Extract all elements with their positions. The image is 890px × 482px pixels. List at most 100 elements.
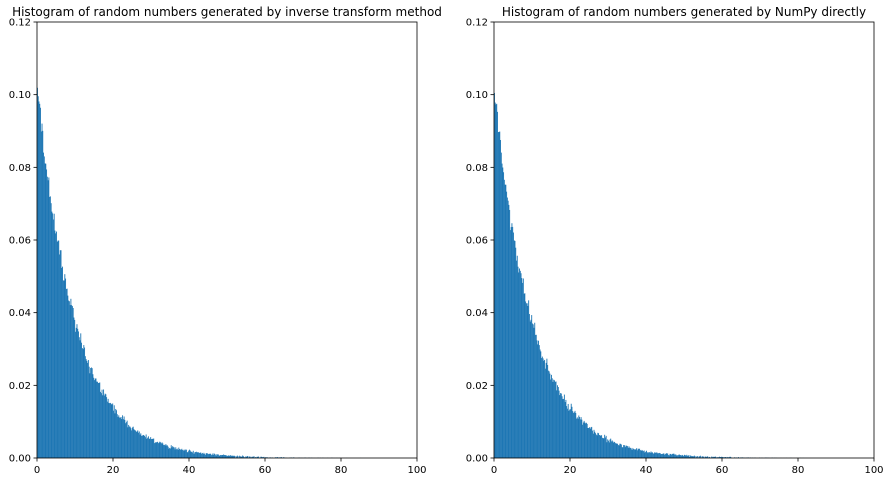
right-histogram-bar — [593, 429, 595, 458]
right-histogram-bar — [628, 446, 630, 458]
left-histogram-bar — [240, 456, 242, 458]
right-histogram-bar — [576, 418, 577, 458]
left-histogram-bar — [109, 402, 111, 458]
left-histogram-bar — [192, 450, 194, 458]
right-histogram-bar — [677, 455, 679, 458]
right-histogram-bar — [507, 200, 509, 458]
left-histogram-bar — [55, 233, 57, 458]
left-histogram-bar — [175, 447, 177, 458]
right-histogram-bar — [496, 103, 498, 458]
left-histogram-bar — [236, 456, 238, 458]
right-histogram-bar — [508, 204, 510, 458]
left-histogram-bar — [144, 436, 146, 458]
left-histogram-bar — [112, 403, 114, 458]
right-histogram-bar — [529, 321, 531, 458]
right-histogram-bar — [598, 433, 600, 458]
right-histogram-bar — [497, 111, 498, 458]
left-histogram-bar — [219, 455, 221, 458]
right-y-tick-label: 0.04 — [466, 308, 488, 319]
right-histogram-bar — [654, 452, 656, 458]
left-x-tick-label: 80 — [335, 465, 348, 476]
left-histogram-bar — [37, 96, 39, 458]
right-axes-frame — [493, 21, 875, 459]
right-histogram-bar — [598, 434, 600, 458]
right-histogram-bar — [617, 443, 619, 458]
left-histogram-bar — [170, 448, 171, 458]
right-histogram-bar — [680, 455, 682, 458]
right-histogram-bar — [716, 456, 718, 458]
left-histogram-bar — [171, 447, 173, 458]
right-histogram-bar — [657, 453, 659, 458]
left-histogram-bar — [64, 274, 66, 458]
left-histogram-bar — [153, 438, 155, 458]
right-histogram-bar — [620, 444, 622, 458]
right-histogram-bar — [596, 435, 598, 458]
right-histogram-bar — [583, 420, 585, 458]
left-histogram-bar — [136, 431, 138, 458]
left-histogram-bar — [57, 240, 59, 458]
left-histogram-bar — [234, 456, 236, 458]
left-histogram-bar — [151, 439, 152, 458]
left-histogram-bar — [45, 163, 47, 458]
right-histogram-bar — [495, 104, 497, 458]
left-y-tick-label: 0.10 — [9, 90, 31, 101]
left-histogram-bar — [82, 349, 84, 458]
right-histogram-bar — [535, 334, 537, 458]
left-histogram-bar — [231, 455, 233, 458]
right-histogram-bar — [706, 456, 708, 458]
right-histogram-bar — [522, 282, 524, 458]
left-histogram-bar — [125, 422, 127, 458]
right-histogram-bar — [652, 452, 653, 458]
right-histogram-bar — [540, 351, 542, 458]
right-histogram-bar — [579, 416, 581, 458]
left-histogram-bar — [133, 429, 135, 458]
right-histogram-bar — [550, 379, 552, 458]
left-histogram-bar — [168, 448, 170, 458]
right-histogram-bar — [551, 374, 552, 458]
left-histogram-bar — [163, 445, 165, 458]
left-histogram-bar — [177, 449, 179, 458]
right-histogram-bar — [513, 240, 515, 458]
left-histogram-bar — [106, 401, 108, 458]
left-histogram-bar — [113, 410, 114, 458]
left-histogram-bar — [255, 457, 257, 458]
left-histogram-bar — [217, 454, 219, 458]
right-histogram-bar — [601, 435, 603, 458]
right-histogram-bar — [699, 456, 701, 458]
right-y-tick-label: 0.10 — [466, 90, 488, 101]
right-histogram-bar — [724, 457, 726, 458]
left-histogram-bar — [167, 446, 169, 458]
left-histogram-bar — [46, 169, 48, 458]
left-histogram-bar — [260, 456, 262, 458]
left-histogram-bar — [141, 435, 143, 458]
left-histogram-bar — [65, 278, 67, 458]
left-histogram-bar — [212, 453, 214, 458]
right-histogram-bar — [631, 447, 633, 458]
right-histogram-bar — [645, 451, 647, 458]
right-histogram-bar — [679, 455, 681, 458]
left-histogram-bar — [192, 452, 193, 458]
left-histogram-bar — [189, 449, 190, 458]
left-histogram-bar — [241, 456, 243, 458]
right-histogram-bar — [503, 179, 505, 459]
right-histogram-bar — [728, 457, 730, 458]
right-histogram-bar — [541, 356, 543, 458]
right-histogram-bar — [525, 301, 527, 458]
left-histogram-bar — [145, 434, 147, 458]
right-histogram-bar — [642, 451, 644, 458]
right-histogram-bar — [680, 455, 682, 458]
left-histogram-bar — [47, 180, 49, 459]
right-histogram-bar — [696, 456, 698, 458]
left-histogram-bar — [220, 455, 222, 458]
left-histogram-bar — [158, 442, 160, 458]
right-histogram-bar — [701, 456, 703, 458]
left-histogram-bar — [261, 456, 263, 458]
left-histogram-bar — [103, 395, 105, 458]
right-histogram-bar — [611, 440, 613, 458]
right-histogram-bar — [676, 455, 678, 458]
left-histogram-bar — [114, 413, 116, 458]
left-histogram-bar — [131, 430, 133, 458]
left-histogram-bar — [252, 456, 253, 458]
right-histogram-bar — [674, 454, 676, 458]
